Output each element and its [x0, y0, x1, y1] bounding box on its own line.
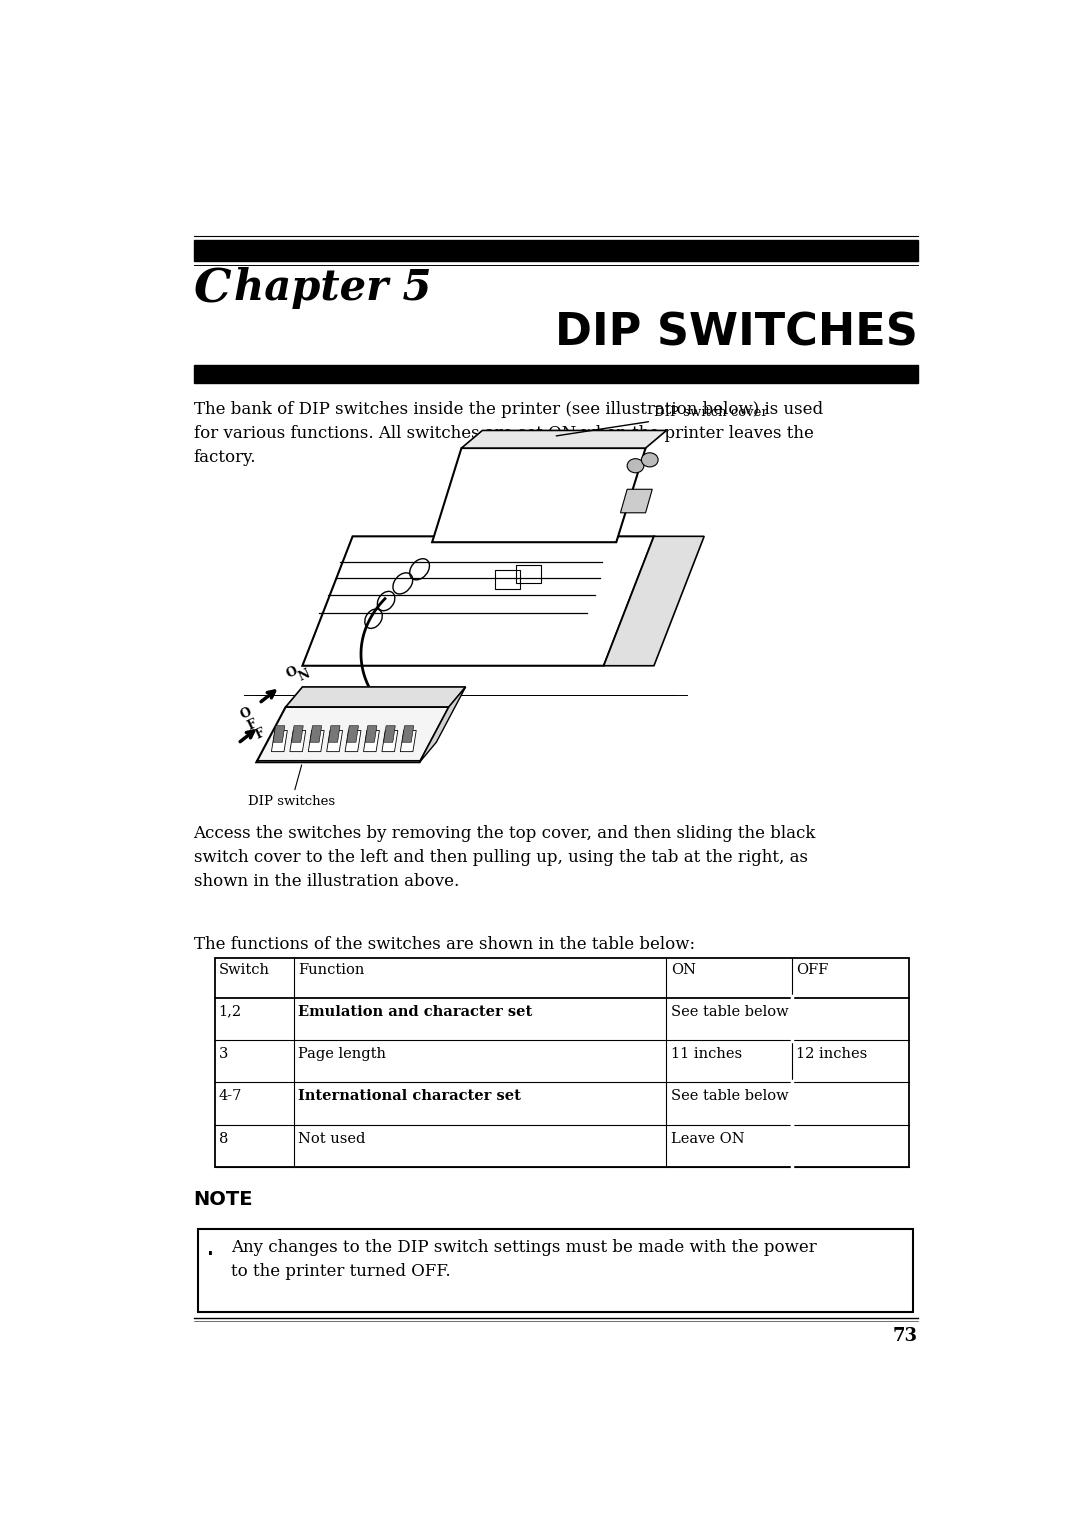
Polygon shape [310, 726, 322, 743]
Polygon shape [347, 726, 359, 743]
Text: hapter 5: hapter 5 [233, 267, 431, 309]
Polygon shape [271, 730, 287, 752]
Text: Not used: Not used [298, 1132, 366, 1146]
Text: International character set: International character set [298, 1089, 521, 1103]
Ellipse shape [642, 452, 658, 468]
Bar [198, 1230, 914, 1311]
Text: Switch: Switch [218, 964, 270, 978]
Text: O: O [284, 665, 299, 680]
Polygon shape [420, 688, 465, 762]
Text: 4-7: 4-7 [218, 1089, 242, 1103]
Polygon shape [326, 730, 342, 752]
Text: 12 inches: 12 inches [796, 1047, 867, 1060]
Polygon shape [401, 730, 416, 752]
Text: DIP switch cover: DIP switch cover [556, 405, 768, 435]
Text: N: N [296, 668, 311, 685]
Text: Page length: Page length [298, 1047, 387, 1060]
Polygon shape [461, 431, 666, 448]
Polygon shape [285, 688, 465, 707]
Bar [193, 365, 918, 384]
Polygon shape [256, 707, 449, 762]
Polygon shape [302, 536, 653, 666]
Text: 1,2: 1,2 [218, 1004, 242, 1019]
Text: 73: 73 [892, 1326, 918, 1345]
Text: ·: · [206, 1241, 215, 1270]
Polygon shape [346, 730, 361, 752]
Text: DIP switches: DIP switches [248, 766, 335, 808]
Polygon shape [620, 489, 652, 513]
Ellipse shape [627, 458, 644, 472]
Text: OFF: OFF [796, 964, 828, 978]
Text: See table below: See table below [671, 1004, 788, 1019]
Text: 8: 8 [218, 1132, 228, 1146]
Polygon shape [604, 536, 704, 666]
Polygon shape [383, 726, 395, 743]
Text: See table below: See table below [671, 1089, 788, 1103]
Polygon shape [289, 730, 306, 752]
Text: Any changes to the DIP switch settings must be made with the power
to the printe: Any changes to the DIP switch settings m… [231, 1239, 816, 1280]
Polygon shape [273, 726, 285, 743]
Bar [495, 570, 521, 590]
Text: Emulation and character set: Emulation and character set [298, 1004, 532, 1019]
Text: C: C [193, 267, 231, 313]
Text: ON: ON [671, 964, 696, 978]
Polygon shape [364, 730, 379, 752]
Bar [193, 240, 918, 261]
Text: 11 inches: 11 inches [671, 1047, 742, 1060]
Bar [516, 564, 541, 584]
Polygon shape [365, 726, 377, 743]
Text: DIP SWITCHES: DIP SWITCHES [555, 312, 918, 354]
Text: Function: Function [298, 964, 365, 978]
Polygon shape [382, 730, 397, 752]
Text: O: O [238, 706, 254, 721]
Text: NOTE: NOTE [193, 1190, 253, 1210]
Polygon shape [402, 726, 414, 743]
Bar [215, 958, 909, 1167]
Text: Leave ON: Leave ON [671, 1132, 744, 1146]
Text: The bank of DIP switches inside the printer (see illustration below) is used
for: The bank of DIP switches inside the prin… [193, 400, 823, 466]
Text: F: F [253, 726, 267, 741]
Text: Access the switches by removing the top cover, and then sliding the black
switch: Access the switches by removing the top … [193, 825, 816, 889]
Polygon shape [292, 726, 303, 743]
Polygon shape [328, 726, 340, 743]
Text: 3: 3 [218, 1047, 228, 1060]
Polygon shape [432, 448, 646, 542]
Polygon shape [308, 730, 324, 752]
Text: The functions of the switches are shown in the table below:: The functions of the switches are shown … [193, 937, 694, 953]
Text: F: F [245, 717, 259, 732]
